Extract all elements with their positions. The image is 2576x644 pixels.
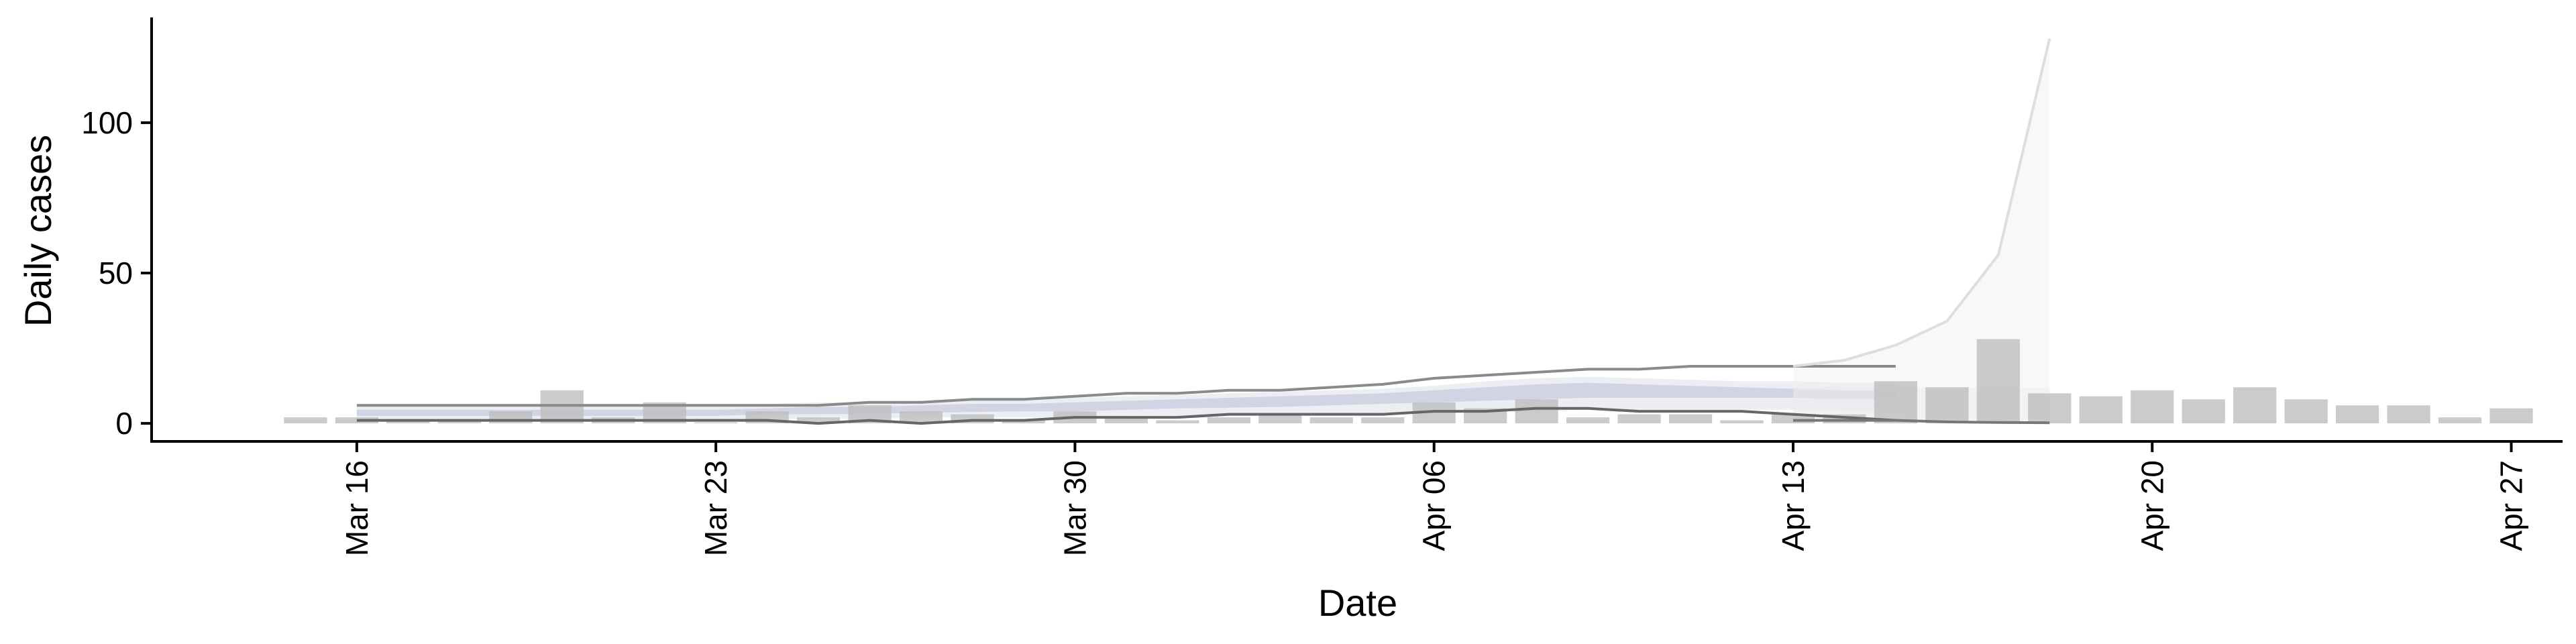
x-tick-label: Apr 06 [1417,460,1452,551]
x-tick-label: Mar 30 [1057,460,1092,556]
x-tick-label: Apr 27 [2494,460,2529,551]
bar-2020-04-09 [1566,417,1610,424]
bar-2020-04-16 [1925,387,1969,424]
bar-2020-04-21 [2182,399,2225,424]
x-tick-label: Mar 16 [339,460,374,556]
trend-line-2 [356,407,1896,425]
bar-2020-04-02 [1207,417,1250,424]
bar-2020-03-25 [796,417,841,424]
ribbon-1 [356,382,1896,416]
bar-2020-03-29 [1002,420,1046,424]
bar-2020-04-03 [1258,414,1302,424]
trend-line-1 [356,364,1896,407]
y-axis-ticks: 0 50 100 [81,105,152,441]
bar-2020-04-15 [1874,381,1918,424]
trend-line-3 [1792,38,2051,368]
trend-line-4 [1792,419,2050,425]
bar-2020-04-27 [2489,408,2533,424]
x-axis-title: Date [1318,582,1397,624]
ribbon-4 [1792,38,2050,422]
bar-2020-04-25 [2387,405,2430,424]
bar-2020-03-20 [540,390,584,424]
bar-2020-04-17 [1976,339,2020,424]
trend-lines [356,38,2051,425]
bar-2020-04-23 [2284,399,2328,424]
bar-2020-03-18 [437,420,481,424]
x-tick-label: Mar 23 [698,460,733,556]
bar-2020-04-19 [2079,396,2123,424]
y-axis-title: Daily cases [17,135,59,327]
bar-2020-04-20 [2131,390,2174,424]
bar-2020-03-31 [1104,417,1148,424]
y-tick-label: 50 [99,256,133,290]
uncertainty-ribbons [356,38,2050,422]
bar-2020-04-01 [1156,420,1199,424]
y-tick-label: 100 [81,105,133,140]
x-tick-label: Apr 20 [2135,460,2169,551]
bar-2020-04-05 [1361,417,1405,424]
bar-2020-04-12 [1720,420,1764,424]
bar-2020-03-27 [899,411,943,424]
bar-2020-03-23 [694,422,738,424]
bar-2020-03-17 [386,420,430,424]
bar-2020-04-11 [1668,414,1713,424]
bar-2020-04-24 [2336,405,2379,424]
bar-2020-04-26 [2438,417,2482,424]
bar-2020-04-22 [2233,387,2277,424]
y-tick-label: 0 [115,406,133,441]
bar-2020-04-10 [1617,414,1661,424]
bar-2020-04-08 [1515,399,1558,424]
axes [150,17,2563,443]
x-tick-label: Apr 13 [1776,460,1811,551]
bar-2020-04-04 [1309,417,1353,424]
ribbon-2 [356,376,1896,421]
bar-2020-04-18 [2028,393,2072,424]
x-axis-ticks: Mar 16 Mar 23 Mar 30 Apr 06 Apr 13 Apr 20 Apr … [339,441,2529,556]
bar-2020-03-15 [284,417,327,424]
